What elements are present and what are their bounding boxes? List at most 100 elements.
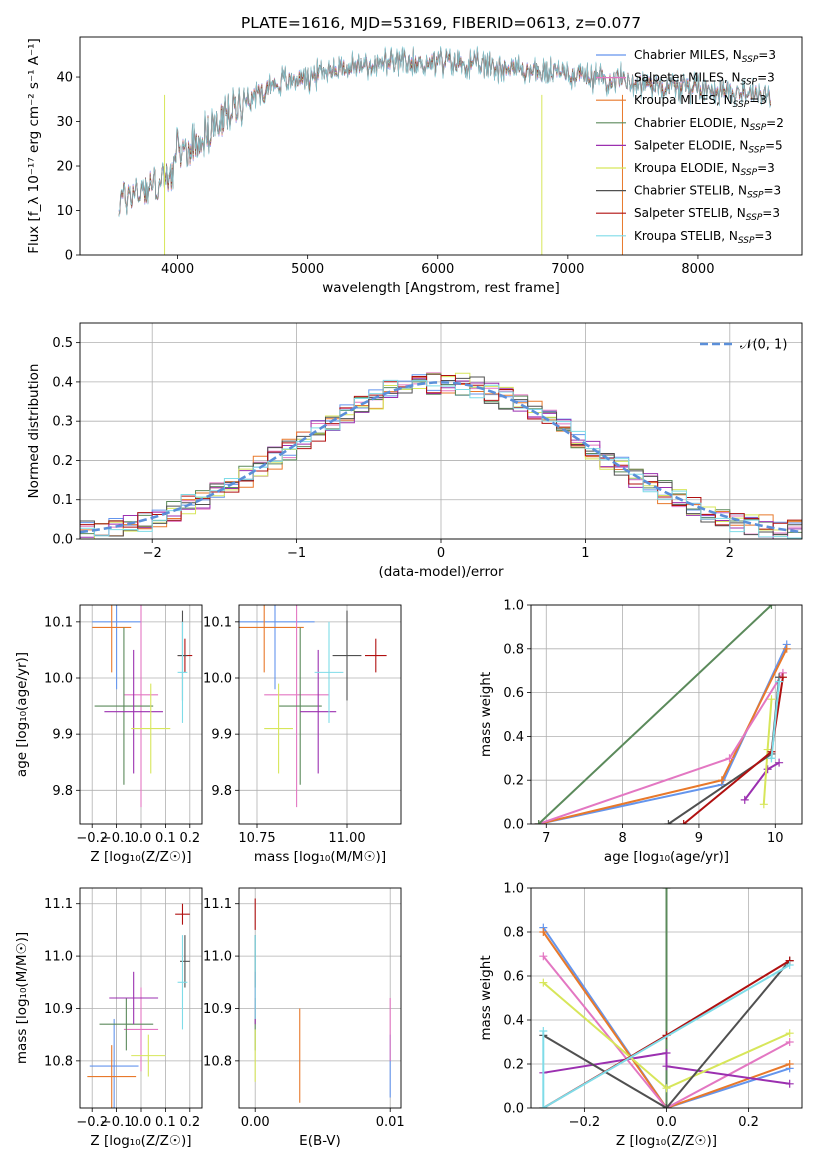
ebv-mass-plot-area	[254, 898, 391, 1103]
legend-label-rest: =3	[754, 229, 772, 243]
z-weight-point-marker	[785, 1029, 794, 1038]
age-weight-frame	[530, 604, 803, 825]
age-weight-ylabel: mass weight	[478, 672, 494, 757]
z-weight-plot-area	[539, 888, 794, 1108]
age-weight-point-marker	[775, 677, 784, 686]
age-weight-point-marker	[664, 820, 673, 824]
ebv-mass-xtick-label: 0.01	[376, 1115, 405, 1130]
legend-subscript: SSP	[750, 123, 767, 133]
ebv-mass-xlabel: E(B-V)	[299, 1133, 341, 1149]
z-weight-point-marker	[539, 952, 548, 961]
residuals-ytick-label: 0.5	[52, 336, 73, 351]
spectrum-xtick-label: 5000	[291, 262, 324, 277]
residuals-xtick-label: 2	[726, 546, 734, 561]
age-weight-ytick-label: 0.0	[503, 818, 524, 833]
z-weight-series-line	[542, 964, 791, 1108]
z-age-frame	[79, 604, 203, 825]
legend-label: Chabrier MILES, NSSP=3	[634, 48, 776, 65]
normal-legend-label: 𝒩(0, 1)	[740, 338, 787, 353]
spectrum-frame	[79, 36, 803, 256]
z-weight-panel: −0.2 0.0 0.2 0.0 0.2 0.4 0.6 0.8 1.0 Z [log₁₀(Z/Z…	[478, 882, 803, 1149]
z-weight-ylabel: mass weight	[478, 955, 494, 1040]
z-mass-errorbar	[123, 987, 159, 1072]
z-mass-errorbar	[109, 971, 159, 1025]
z-age-errorbar	[92, 605, 141, 690]
mass-age-frame	[238, 604, 402, 825]
mass-age-errorbar	[365, 638, 387, 673]
normal-curve	[80, 380, 802, 534]
z-mass-frame	[79, 887, 203, 1109]
legend-label: Kroupa STELIB, NSSP=3	[634, 229, 772, 246]
spectrum-ytick-label: 20	[56, 160, 73, 175]
histogram-step	[80, 379, 802, 539]
residuals-ytick-label: 0.1	[52, 493, 73, 508]
age-weight-ytick-label: 0.6	[503, 686, 524, 701]
age-weight-point-marker	[778, 673, 787, 682]
z-age-ytick-label: 10.1	[44, 615, 73, 630]
age-weight-series-line	[538, 672, 784, 824]
z-mass-errorbar	[87, 1045, 137, 1108]
residuals-xtick-label: 0	[437, 546, 445, 561]
mass-age-errorbar	[300, 649, 337, 774]
z-age-plot-area	[92, 605, 193, 808]
residuals-ytick-label: 0.2	[52, 454, 73, 469]
z-mass-errorbar	[89, 1018, 139, 1108]
z-weight-point-marker	[539, 928, 548, 936]
z-mass-errorbar	[131, 1034, 166, 1077]
age-weight-point-marker	[782, 644, 791, 653]
age-weight-point-marker	[775, 758, 784, 767]
age-weight-xtick-label: 7	[542, 831, 550, 846]
mass-age-errorbar	[264, 605, 329, 808]
ebv-mass-frame	[238, 887, 402, 1109]
z-mass-ytick-label: 10.9	[44, 1002, 73, 1017]
z-mass-ytick-label: 10.8	[44, 1054, 73, 1069]
spectrum-ytick-label: 10	[56, 204, 73, 219]
residuals-xtick-label: −1	[287, 546, 306, 561]
z-weight-ytick-label: 0.8	[503, 926, 524, 941]
age-weight-plot-area	[534, 605, 791, 824]
mass-age-errorbar	[314, 621, 344, 723]
z-age-errorbar	[131, 683, 171, 774]
z-weight-series-line	[542, 927, 791, 1108]
z-weight-point-marker	[662, 1049, 671, 1057]
legend-label-rest: =3	[757, 71, 775, 85]
residuals-ytick-label: 0.3	[52, 415, 73, 430]
residuals-xtick-label: −2	[143, 546, 162, 561]
legend-subscript: SSP	[748, 145, 765, 155]
age-weight-series-line	[770, 681, 781, 759]
z-mass-xtick-label: 0.1	[155, 1115, 176, 1130]
z-mass-xtick-label: −0.2	[76, 1115, 108, 1130]
z-age-xlabel: Z [log₁₀(Z/Z☉)]	[90, 849, 191, 865]
age-weight-xtick-label: 8	[618, 831, 626, 846]
legend-subscript: SSP	[738, 236, 755, 246]
spectrum-xtick-label: 4000	[161, 262, 194, 277]
legend-label-rest: =2	[766, 116, 784, 130]
mass-age-ytick-label: 9.9	[211, 728, 232, 743]
legend-label-rest: =3	[762, 206, 780, 220]
age-weight-point-marker	[534, 820, 543, 824]
z-mass-panel: −0.2−0.10.0 0.1 0.2 10.8 10.9 11.0 11.1 Z [log₁…	[14, 887, 203, 1149]
age-weight-xtick-label: 10	[767, 831, 784, 846]
z-weight-point-marker	[662, 1062, 671, 1071]
spectrum-xtick-label: 7000	[551, 262, 584, 277]
residuals-xtick-label: 1	[581, 546, 589, 561]
z-weight-ytick-label: 1.0	[503, 882, 524, 897]
legend-label-rest: =3	[764, 184, 782, 198]
z-weight-ytick-label: 0.2	[503, 1058, 524, 1073]
ebv-mass-panel: 0.00 0.01 10.8 10.9 11.0 11.1 E(B-V)	[203, 887, 405, 1149]
residuals-xlabel: (data-model)/error	[378, 564, 504, 580]
legend-subscript: SSP	[741, 78, 758, 88]
z-weight-ytick-label: 0.0	[503, 1102, 524, 1117]
spectrum-title: PLATE=1616, MJD=53169, FIBERID=0613, z=0…	[241, 14, 641, 32]
legend-label-rest: =3	[757, 161, 775, 175]
z-weight-ytick-label: 0.4	[503, 1014, 524, 1029]
z-age-xtick-label: 0.1	[155, 831, 176, 846]
age-weight-point-marker	[763, 765, 772, 774]
age-weight-ytick-label: 0.4	[503, 730, 524, 745]
legend-label: Kroupa ELODIE, NSSP=3	[634, 161, 775, 178]
z-mass-xtick-label: 0.0	[131, 1115, 152, 1130]
spectrum-ytick-label: 30	[56, 115, 73, 130]
legend-label: Chabrier ELODIE, NSSP=2	[634, 116, 784, 133]
spectrum-xlabel: wavelength [Angstrom, rest frame]	[322, 280, 560, 296]
z-weight-xlabel: Z [log₁₀(Z/Z☉)]	[616, 1133, 717, 1149]
